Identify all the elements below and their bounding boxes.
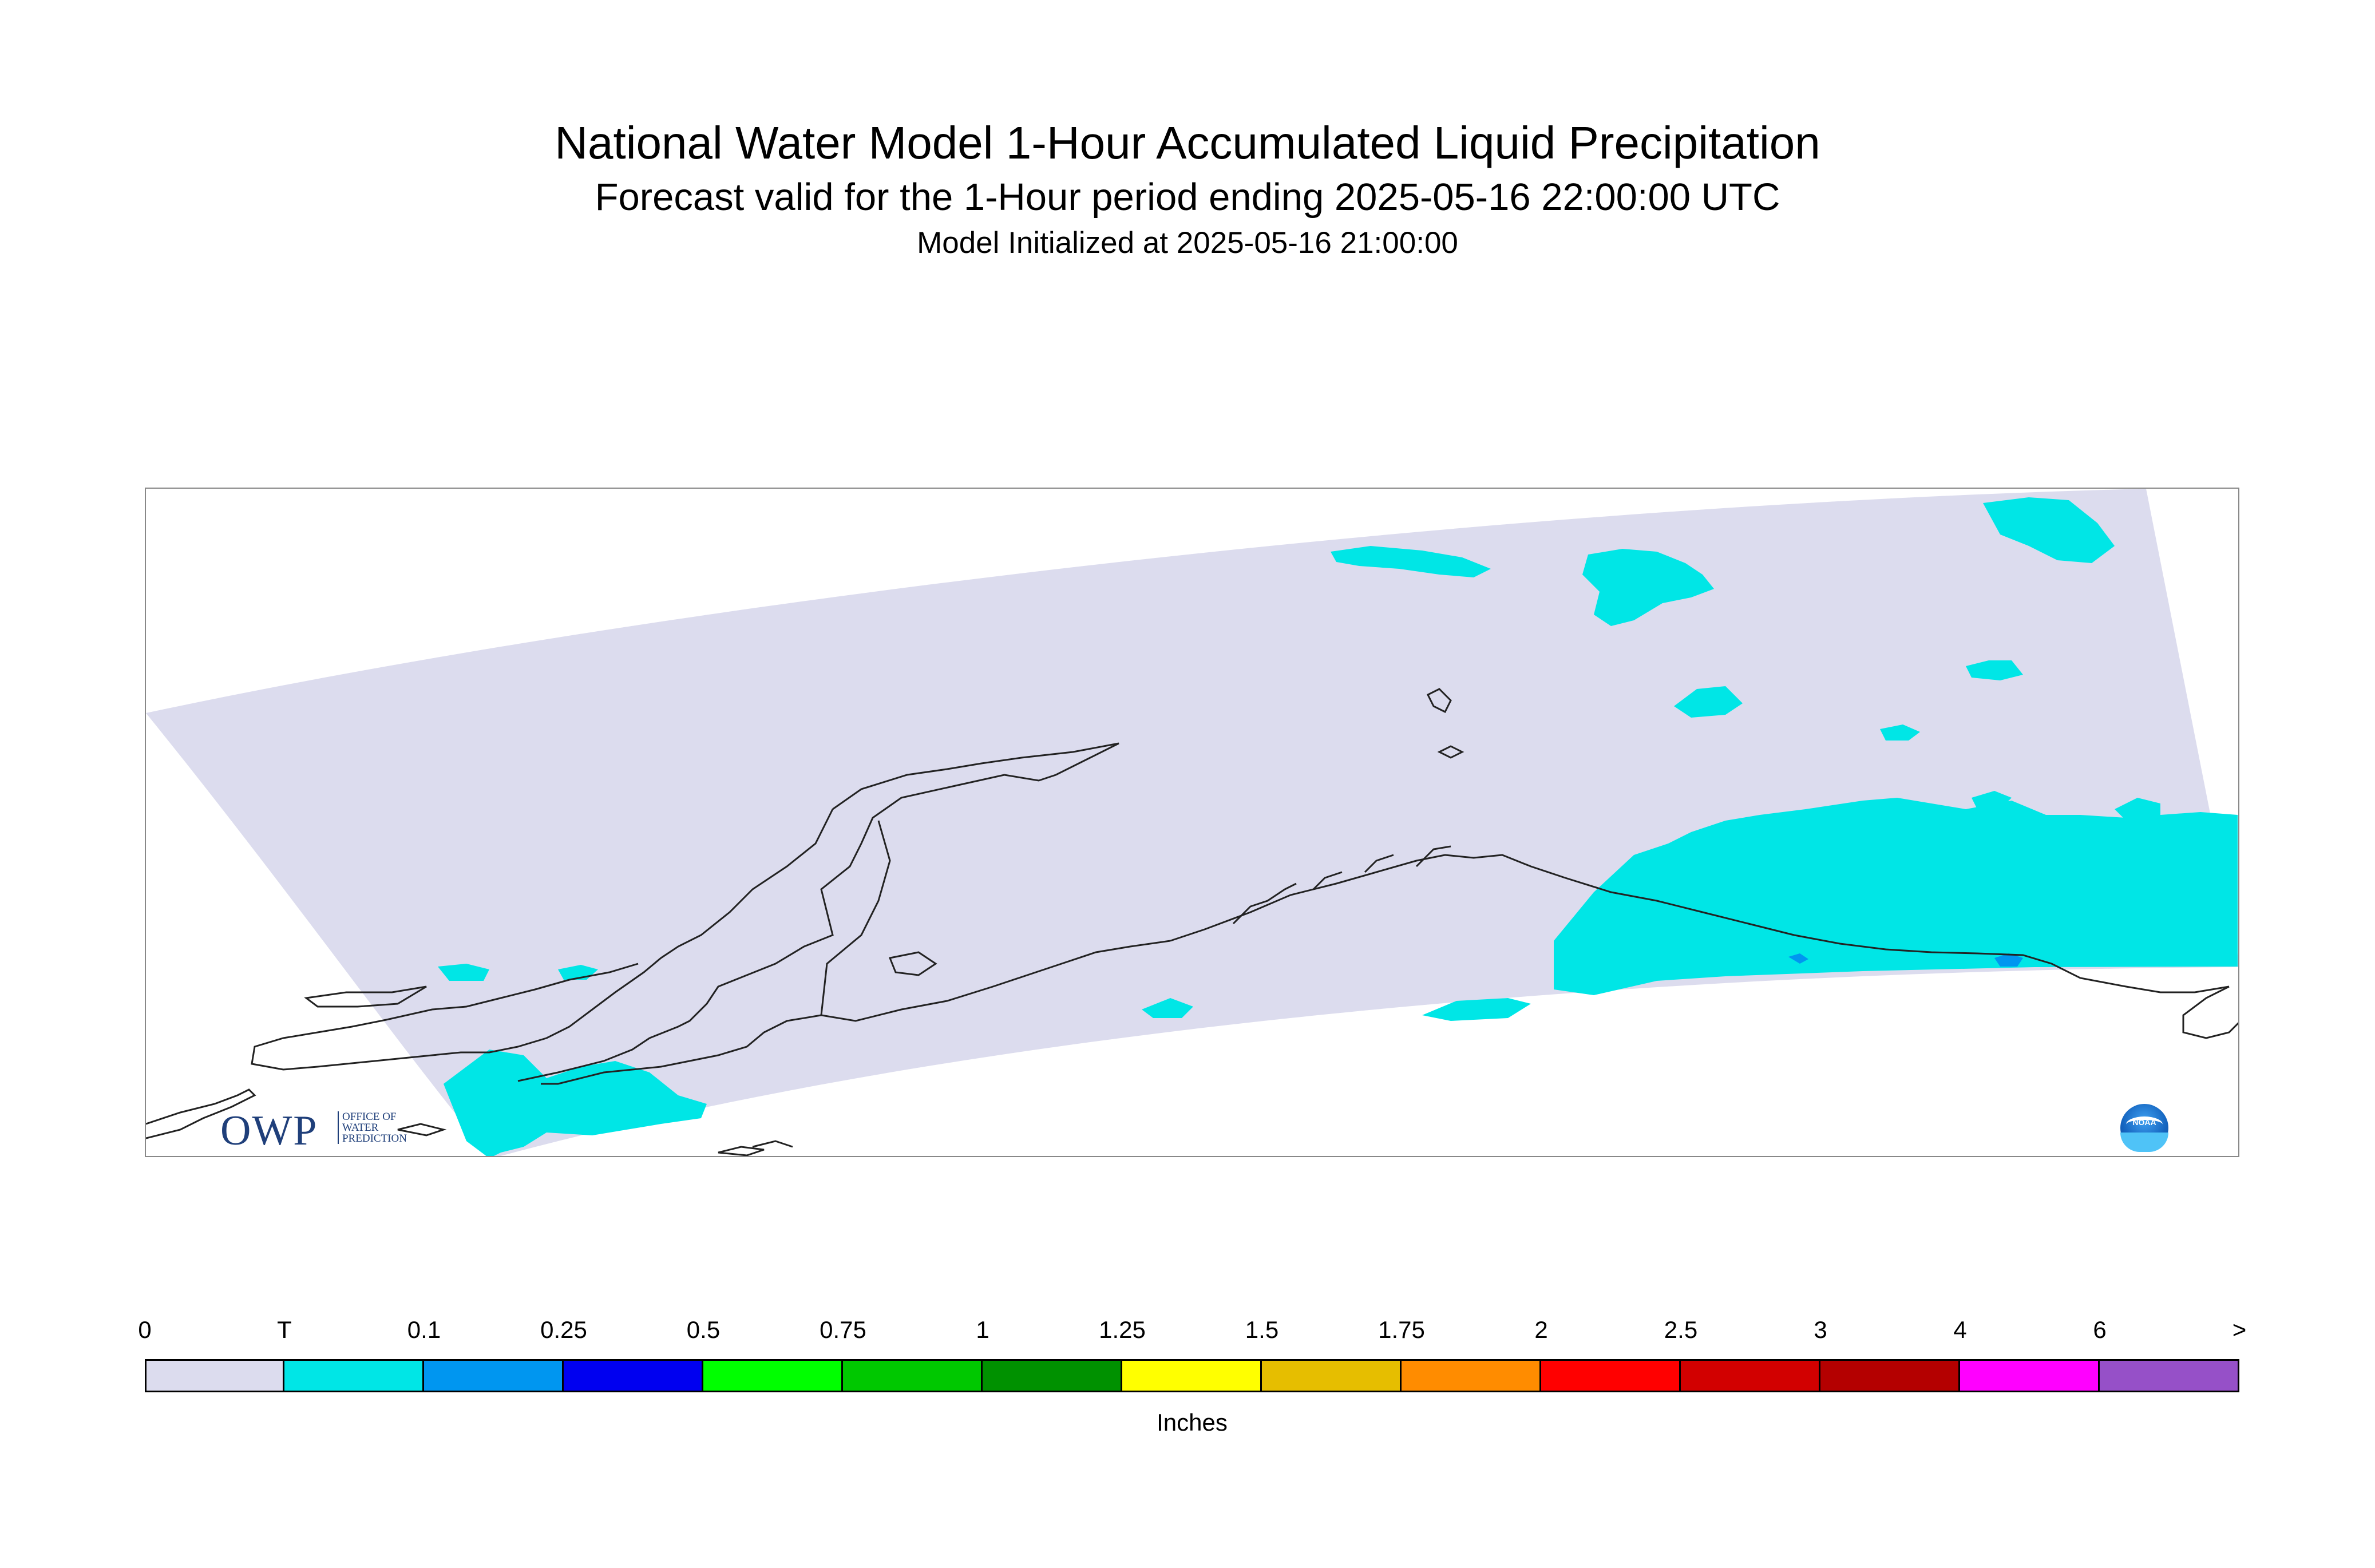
legend-tick-label: 0.5 <box>686 1316 721 1343</box>
legend-color-swatch <box>702 1359 843 1392</box>
legend-color-swatch <box>1819 1359 1960 1392</box>
legend-color-swatch <box>1958 1359 2100 1392</box>
precip-area-north-5 <box>1966 660 2023 680</box>
owp-logo-text: OWP <box>220 1107 318 1154</box>
legend-color-swatch <box>1679 1359 1820 1392</box>
legend-tick-label: 0.25 <box>540 1316 587 1343</box>
legend-color-swatch <box>1400 1359 1541 1392</box>
noaa-logo-text: NOAA <box>2132 1118 2156 1127</box>
coastline-southwest <box>146 1088 256 1139</box>
legend-tick-label: 1.5 <box>1245 1316 1279 1343</box>
legend-color-swatch <box>145 1359 284 1392</box>
coastline-west-island <box>304 985 427 1008</box>
forecast-valid-subtitle: Forecast valid for the 1-Hour period end… <box>595 176 1780 219</box>
legend-color-swatch <box>981 1359 1122 1392</box>
noaa-gull-shape <box>2126 1116 2163 1133</box>
legend-tick-label: > <box>2232 1316 2247 1343</box>
legend-tick-label: 2 <box>1534 1316 1548 1343</box>
legend-tick-label: 0.1 <box>407 1316 441 1343</box>
legend-tick-label: 0 <box>138 1316 152 1343</box>
legend-tick-label: 3 <box>1814 1316 1827 1343</box>
precip-light-2 <box>1788 953 1808 964</box>
legend-tick-label: 2.5 <box>1664 1316 1698 1343</box>
precip-area-east-2 <box>2052 815 2103 846</box>
precipitation-map: OWP OFFICE OF WATER PREDICTION NOAA <box>145 488 2239 1157</box>
precip-area-gulf-east <box>1422 998 1531 1021</box>
coastline-main <box>517 742 1119 1082</box>
map-title: National Water Model 1-Hour Accumulated … <box>555 117 1820 168</box>
coastline-southeast <box>2182 985 2238 1039</box>
model-domain <box>146 489 2238 1156</box>
legend-tick-label: 1.75 <box>1378 1316 1425 1343</box>
precip-area-west-1 <box>438 964 489 981</box>
legend-tick-label: T <box>277 1316 292 1343</box>
coastline-fjords <box>1232 845 1451 925</box>
legend-color-swatch <box>283 1359 424 1392</box>
legend-units-label: Inches <box>1157 1409 1228 1436</box>
coastline-bottom-islands <box>397 1123 793 1156</box>
legend-tick-label: 6 <box>2093 1316 2107 1343</box>
legend-color-swatch <box>1260 1359 1402 1392</box>
precip-light-1 <box>1994 953 2023 967</box>
coastline-kodiak <box>888 951 937 976</box>
coastline-island-chain <box>541 1014 822 1085</box>
legend-tick-label: 1 <box>976 1316 989 1343</box>
outside-domain <box>146 713 490 1156</box>
precip-area-mid-2 <box>1972 791 2012 809</box>
legend-color-swatch <box>562 1359 703 1392</box>
coastlines <box>146 688 2238 1156</box>
precip-area-southwest <box>444 1050 707 1156</box>
coastline-peninsula <box>251 809 834 1071</box>
legend-color-swatch <box>841 1359 983 1392</box>
noaa-logo: NOAA <box>2120 1104 2168 1152</box>
precip-area-mid-1 <box>1142 998 1193 1018</box>
precip-area-north-1 <box>1582 549 1714 626</box>
precip-area-east-1 <box>2115 798 2160 826</box>
precip-area-north-3 <box>1331 546 1491 577</box>
owp-logo: OWP OFFICE OF WATER PREDICTION <box>220 1107 438 1154</box>
precip-area-mid-3 <box>1880 724 1920 741</box>
owp-logo-subtext: OFFICE OF WATER PREDICTION <box>338 1111 407 1144</box>
coastline-kenai <box>820 820 1171 1022</box>
color-legend: 0 T 0.1 0.25 0.5 0.75 1 1.25 1.5 1.75 2 2.5 3 4 6 > Inc… <box>138 1316 2246 1442</box>
title-block: National Water Model 1-Hour Accumulated … <box>0 114 2375 263</box>
legend-color-swatch <box>1539 1359 1681 1392</box>
coastline-island-north <box>1426 688 1464 759</box>
map-canvas <box>146 489 2238 1156</box>
legend-color-swatch <box>1121 1359 1262 1392</box>
model-init-text: Model Initialized at 2025-05-16 21:00:00 <box>917 226 1458 260</box>
precip-area-southeast <box>1554 798 2238 995</box>
precipitation-areas <box>438 497 2238 1156</box>
legend-tick-label: 1.25 <box>1099 1316 1146 1343</box>
precip-area-north-4 <box>1674 686 1743 718</box>
coastline-gulf <box>1170 854 2230 993</box>
legend-tick-label: 4 <box>1953 1316 1967 1343</box>
legend-color-swatch <box>2098 1359 2239 1392</box>
precip-area-north-2 <box>1983 497 2115 563</box>
legend-tick-label: 0.75 <box>820 1316 866 1343</box>
legend-color-swatch <box>422 1359 564 1392</box>
